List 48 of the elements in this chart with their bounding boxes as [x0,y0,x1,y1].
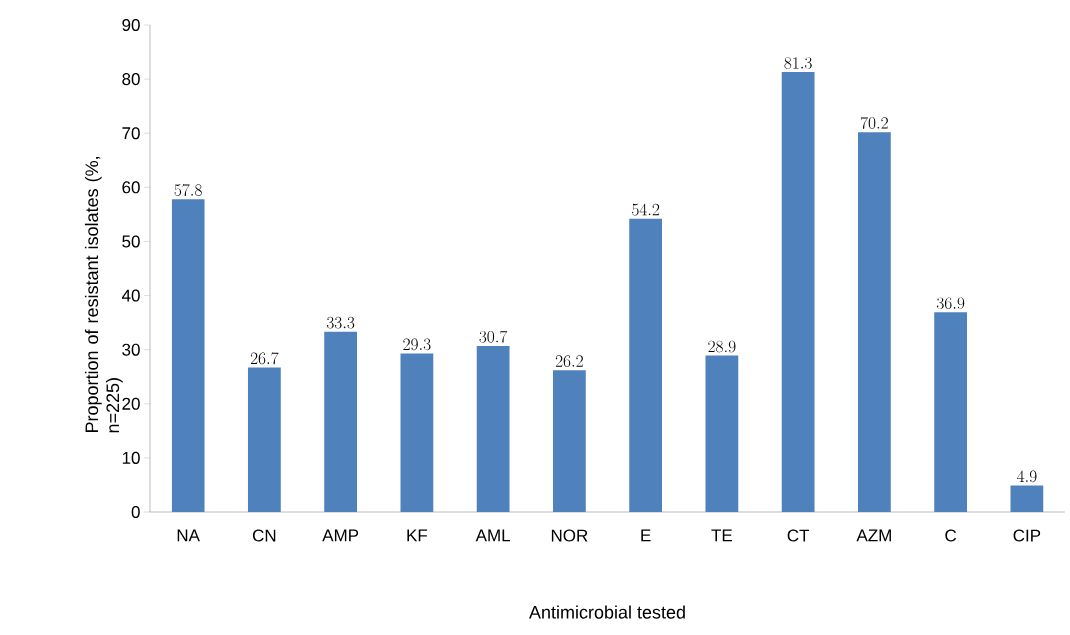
y-tick-label: 90 [122,18,140,32]
data-label: 30.7 [479,330,508,343]
y-axis-title: Proportion of resistant isolates (%, n=225) [84,157,123,433]
x-axis-title: Antimicrobial tested [529,605,685,619]
y-tick-label: 10 [122,451,140,464]
bar [781,72,815,512]
y-tick-label: 20 [122,397,140,410]
x-tick-label: CIP [1013,529,1041,542]
data-label: 33.3 [326,316,355,329]
y-tick-label: 40 [121,289,140,302]
bar [400,353,434,512]
data-label: 26.7 [250,352,279,365]
y-tick-label: 0 [131,505,140,519]
data-label: 4.9 [1016,470,1037,483]
data-label: 36.9 [936,297,965,310]
x-tick-label: AZM [856,529,891,542]
x-tick-label: AMP [322,529,359,542]
bar [552,370,586,512]
data-label: 29.3 [403,338,431,351]
x-tick-label: CN [252,529,276,542]
y-tick-label: 70 [122,127,140,140]
data-label: 70.2 [860,116,888,129]
x-tick-label: TE [711,529,733,542]
bar [324,331,358,512]
x-tick-label: NOR [551,529,588,542]
bar [476,345,510,512]
bar [629,218,663,512]
data-label: 28.9 [708,340,736,353]
y-tick-label: 50 [122,235,140,248]
x-tick-label: E [641,529,651,542]
y-tick-label: 30 [122,343,140,356]
bar [705,355,739,512]
y-tick-label: 80 [122,73,140,86]
bar [171,199,205,512]
x-tick-label: NA [177,529,200,542]
data-label: 57.8 [174,184,202,196]
data-label: 26.2 [555,355,583,367]
bar [247,367,281,512]
x-tick-label: C [945,529,957,542]
y-tick-label: 60 [122,181,140,194]
x-tick-label: AML [475,529,511,542]
data-label: 81 .3 [784,57,812,69]
x-tick-label: CT [787,529,810,542]
data-label: 54.2 [632,203,660,216]
bar [934,312,968,512]
x-tick-label: KF [407,529,428,542]
bar [857,132,891,512]
bar [1010,485,1044,512]
